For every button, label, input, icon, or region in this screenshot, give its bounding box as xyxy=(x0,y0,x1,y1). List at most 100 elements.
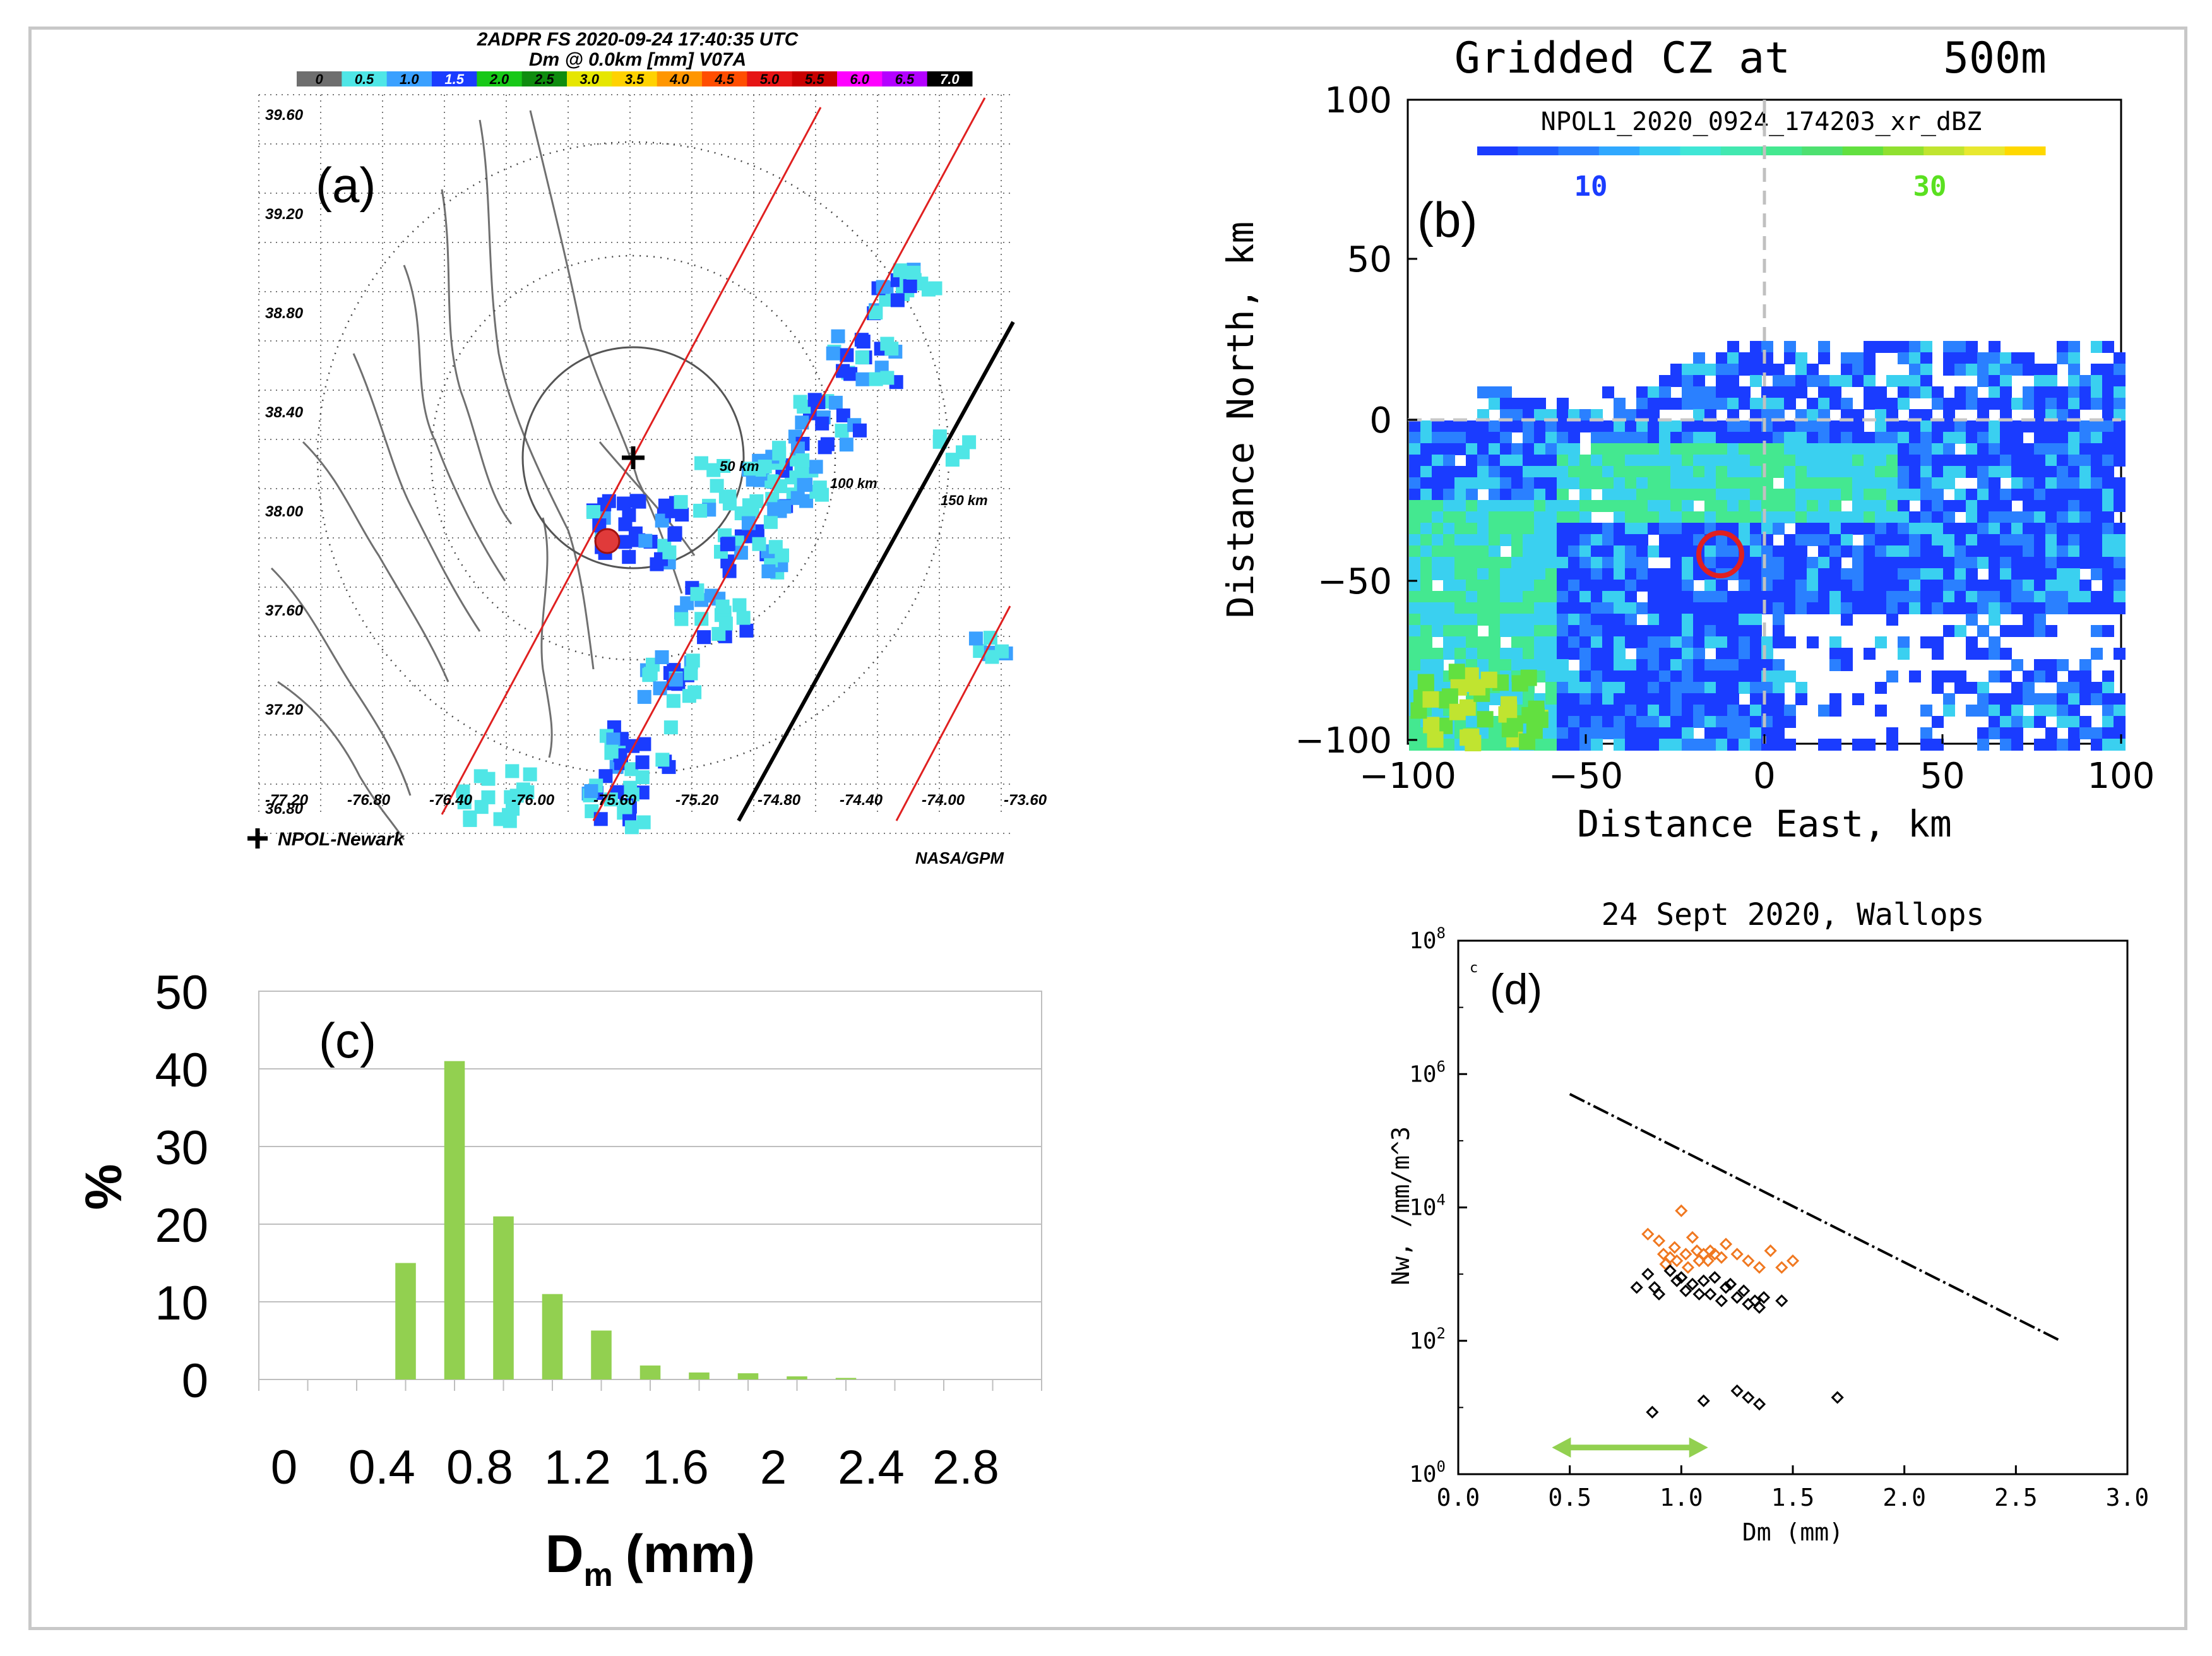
radar-pixel-b xyxy=(1614,511,1626,523)
radar-pixel-b-high xyxy=(1448,664,1465,681)
radar-pixel-b xyxy=(1682,477,1694,489)
radar-pixel-b xyxy=(2068,386,2080,398)
radar-pixel-b xyxy=(1625,636,1637,648)
radar-pixel-b xyxy=(1568,670,1580,682)
ytick-label-d: 108 xyxy=(1409,924,1446,954)
radar-pixel-b xyxy=(1875,682,1887,694)
radar-pixel-b xyxy=(1602,705,1614,717)
radar-pixel-b xyxy=(1693,477,1705,489)
colorbar-b-swatch xyxy=(1558,146,1600,155)
radar-pixel-b xyxy=(2114,580,2126,592)
radar-pixel-b xyxy=(1659,466,1671,478)
radar-pixel-b xyxy=(1727,591,1739,603)
radar-pixel-b xyxy=(1943,591,1955,603)
radar-pixel-b xyxy=(1750,364,1762,376)
panel-a-colorbar: 0 0.5 1.0 1.5 2.0 2.5 3.0 3.5 4.0 4.5 5.0 5.5 6.0 6.5… xyxy=(297,71,973,87)
radar-pixel-b xyxy=(1568,443,1580,455)
radar-pixel-b xyxy=(2091,477,2103,489)
radar-pixel-b xyxy=(1443,443,1455,455)
radar-pixel-b xyxy=(1443,614,1455,626)
radar-pixel-b xyxy=(1739,386,1751,398)
radar-pixel-b xyxy=(1420,534,1432,546)
panel-d-reference-line xyxy=(1569,1093,2061,1342)
precip-pixel-a xyxy=(809,460,823,474)
radar-pixel-b xyxy=(1977,375,1989,387)
panel-c-label: (c) xyxy=(319,1013,376,1068)
radar-pixel-b xyxy=(1591,545,1603,557)
radar-pixel-b xyxy=(2034,489,2046,501)
radar-pixel-b xyxy=(1534,466,1546,478)
radar-pixel-b xyxy=(1579,545,1591,557)
radar-pixel-b xyxy=(2102,386,2114,398)
colorbar-b-swatch xyxy=(1477,146,1518,155)
precip-pixel-a xyxy=(879,292,893,307)
radar-pixel-b xyxy=(1557,443,1569,455)
radar-pixel-b xyxy=(1693,466,1705,478)
radar-pixel-b xyxy=(1898,352,1910,364)
radar-pixel-b xyxy=(1864,580,1876,592)
radar-pixel-b xyxy=(1443,511,1455,523)
radar-pixel-b xyxy=(1466,523,1478,535)
radar-pixel-b xyxy=(1534,455,1546,467)
radar-pixel-b xyxy=(1409,466,1421,478)
radar-pixel-b xyxy=(1716,682,1728,694)
radar-pixel-b xyxy=(1568,625,1580,637)
radar-pixel-b xyxy=(1614,693,1626,705)
radar-pixel-b xyxy=(2068,602,2080,614)
radar-pixel-b xyxy=(2068,375,2080,387)
radar-pixel-b xyxy=(2068,693,2080,705)
radar-pixel-b xyxy=(2045,398,2057,410)
radar-pixel-b xyxy=(1693,375,1705,387)
panel-a-label: (a) xyxy=(316,157,376,213)
radar-pixel-b xyxy=(1704,500,1716,512)
radar-pixel-b xyxy=(2114,727,2126,739)
radar-pixel-b xyxy=(1750,580,1762,592)
radar-pixel-b xyxy=(1841,614,1853,626)
colorbar-a-swatch xyxy=(477,71,523,86)
panel-d-title: 24 Sept 2020, Wallops xyxy=(1602,897,1985,932)
radar-pixel-b xyxy=(1875,341,1887,353)
radar-pixel-b-high xyxy=(1427,731,1444,748)
radar-pixel-b xyxy=(1716,364,1728,376)
radar-pixel-b xyxy=(1636,682,1648,694)
radar-pixel-b xyxy=(1932,511,1944,523)
radar-pixel-b xyxy=(2011,523,2023,535)
radar-pixel-b xyxy=(1773,489,1785,501)
radar-pixel-b xyxy=(1829,636,1841,648)
radar-pixel-b xyxy=(1704,466,1716,478)
radar-pixel-b xyxy=(1670,682,1682,694)
radar-pixel-b xyxy=(2023,693,2035,705)
ytick-label-c: 50 xyxy=(155,966,208,1020)
radar-pixel-b xyxy=(1511,523,1523,535)
radar-pixel-b xyxy=(1557,716,1569,728)
point-d-orange xyxy=(1719,1237,1733,1251)
radar-pixel-b xyxy=(1636,693,1648,705)
radar-pixel-b xyxy=(2000,409,2012,421)
precip-pixel-a xyxy=(463,813,477,827)
precip-pixel-a xyxy=(635,770,650,785)
radar-pixel-b xyxy=(1716,375,1728,387)
radar-pixel-b xyxy=(1625,625,1637,637)
radar-pixel-b xyxy=(1920,409,1932,421)
radar-pixel-b xyxy=(1829,659,1841,671)
radar-pixel-b xyxy=(1670,705,1682,717)
radar-pixel-b xyxy=(1773,625,1785,637)
radar-pixel-b xyxy=(2079,500,2091,512)
radar-pixel-b xyxy=(1454,443,1466,455)
radar-pixel-b xyxy=(2057,693,2069,705)
radar-pixel-b xyxy=(1739,352,1751,364)
radar-pixel-b xyxy=(1750,489,1762,501)
radar-pixel-b xyxy=(1659,432,1671,444)
radar-pixel-b xyxy=(1864,489,1876,501)
radar-pixel-b xyxy=(2068,705,2080,717)
radar-pixel-b xyxy=(1591,432,1603,444)
panel-d-xlabel: Dm (mm) xyxy=(1742,1518,1843,1546)
radar-pixel-b xyxy=(1500,443,1512,455)
radar-pixel-b xyxy=(1477,432,1489,444)
range-arrow-head-left xyxy=(1552,1437,1571,1458)
radar-pixel-b xyxy=(2023,352,2035,364)
radar-pixel-b xyxy=(2057,523,2069,535)
radar-pixel-b xyxy=(1511,500,1523,512)
radar-pixel-b xyxy=(1739,489,1751,501)
